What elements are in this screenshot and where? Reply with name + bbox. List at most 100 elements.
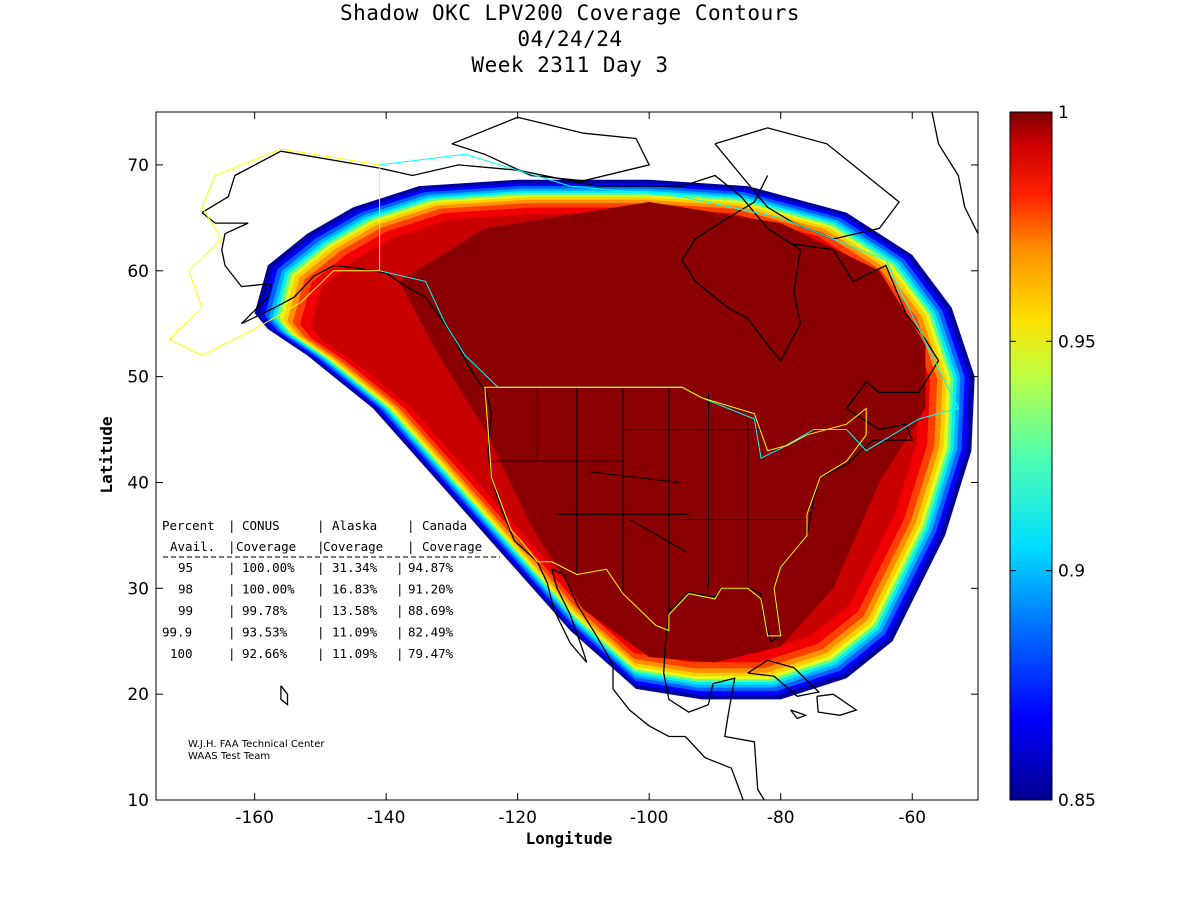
coastline-segment	[280, 685, 289, 707]
table-cell-percent: 99	[178, 603, 193, 618]
table-cell-percent: 98	[178, 582, 193, 597]
table-header-canada: Canada	[422, 518, 467, 533]
table-rows: 95 | 100.00% | 31.34% | 94.87% 98 | 100.00% | 16.83…	[162, 560, 454, 661]
colorbar-tick-label: 0.85	[1058, 791, 1096, 811]
state-border	[629, 519, 686, 552]
y-tick-label: 40	[127, 473, 149, 493]
state-border	[589, 471, 679, 483]
chart-title: Shadow OKC LPV200 Coverage Contours	[339, 1, 800, 25]
y-tick-label: 10	[127, 791, 149, 811]
chart-date: 04/24/24	[517, 27, 623, 51]
table-cell-alaska: 11.09%	[332, 646, 378, 661]
table-separator: |	[407, 539, 415, 554]
table-header-conus: CONUS	[242, 518, 280, 533]
coastline-segment	[816, 693, 858, 716]
x-tick-label: -80	[767, 808, 795, 828]
y-axis-label: Latitude	[97, 416, 116, 493]
coastline-segment	[201, 212, 745, 800]
coastline-segment	[714, 127, 900, 240]
table-header-percent: Percent	[162, 518, 215, 533]
table-separator: |	[317, 560, 325, 575]
x-tick-label: -60	[898, 808, 926, 828]
coastline-segment	[790, 709, 808, 720]
table-cell-alaska: 16.83%	[332, 582, 378, 597]
table-separator: |	[396, 646, 404, 661]
table-separator: |	[317, 646, 325, 661]
table-cell-percent: 95	[178, 560, 193, 575]
table-separator: |	[228, 603, 236, 618]
x-tick-label: -120	[498, 808, 537, 828]
x-tick-label: -160	[235, 808, 274, 828]
y-tick-label: 20	[127, 685, 149, 705]
canada-boundary	[379, 153, 960, 459]
colorbar-ticks: 1 0.95 0.9 0.85	[1010, 103, 1096, 811]
coastline-segment	[451, 116, 651, 182]
conus-boundary	[484, 386, 867, 637]
credit-line-1: W.J.H. FAA Technical Center	[188, 739, 325, 750]
table-header-coverage-alaska: Coverage	[323, 539, 383, 554]
y-tick-label: 30	[127, 579, 149, 599]
coastline-segment	[747, 659, 821, 697]
table-cell-canada: 79.47%	[408, 646, 454, 661]
coverage-table: Percent | CONUS | Alaska | Canada Avail.…	[162, 518, 500, 661]
coverage-contours	[254, 179, 975, 700]
table-separator: |	[317, 625, 325, 640]
table-cell-canada: 88.69%	[408, 603, 454, 618]
plot-area	[168, 112, 978, 800]
y-axis-ticks: 10 20 30 40 50 60 70	[127, 156, 978, 811]
y-tick-label: 70	[127, 156, 149, 176]
table-header-avail: Avail.	[170, 539, 215, 554]
table-cell-percent: 99.9	[162, 625, 192, 640]
coastline-segment	[201, 150, 802, 362]
y-tick-label: 60	[127, 262, 149, 282]
table-cell-canada: 82.49%	[408, 625, 454, 640]
colorbar-tick-label: 1	[1058, 103, 1069, 123]
x-axis-label: Longitude	[526, 829, 613, 848]
x-axis-ticks: -160 -140 -120 -100 -80 -60	[235, 112, 926, 828]
table-separator: |	[228, 625, 236, 640]
table-header-coverage-canada: Coverage	[422, 539, 482, 554]
coastline-segment	[663, 243, 940, 800]
credit-line-2: WAAS Test Team	[188, 751, 270, 762]
table-cell-conus: 100.00%	[242, 582, 295, 597]
table-separator: |	[228, 646, 236, 661]
x-tick-label: -100	[630, 808, 669, 828]
table-separator: |	[407, 518, 415, 533]
x-tick-label: -140	[367, 808, 406, 828]
table-separator: |	[228, 539, 236, 554]
table-separator: |	[317, 603, 325, 618]
table-separator: |	[396, 582, 404, 597]
colorbar-tick-label: 0.9	[1058, 562, 1085, 582]
title-block: Shadow OKC LPV200 Coverage Contours 04/2…	[0, 0, 1140, 78]
table-cell-conus: 92.66%	[242, 646, 288, 661]
coverage-core	[399, 202, 926, 663]
region-boundaries	[168, 148, 960, 637]
alaska-boundary	[168, 148, 381, 356]
table-cell-canada: 94.87%	[408, 560, 454, 575]
table-cell-percent: 100	[170, 646, 193, 661]
table-separator: |	[228, 560, 236, 575]
table-separator: |	[228, 582, 236, 597]
table-cell-alaska: 31.34%	[332, 560, 378, 575]
table-header-coverage-conus: Coverage	[236, 539, 296, 554]
table-separator: |	[396, 625, 404, 640]
y-tick-label: 50	[127, 368, 149, 388]
table-separator: |	[228, 518, 236, 533]
table-separator: |	[317, 539, 325, 554]
plot-frame	[155, 111, 979, 801]
table-separator: |	[317, 582, 325, 597]
table-header-alaska: Alaska	[332, 518, 377, 533]
coastline-outlines	[201, 112, 978, 800]
table-cell-conus: 100.00%	[242, 560, 295, 575]
table-separator: |	[396, 560, 404, 575]
table-separator: |	[396, 603, 404, 618]
colorbar-tick-label: 0.95	[1058, 332, 1096, 352]
table-separator: |	[317, 518, 325, 533]
table-cell-conus: 99.78%	[242, 603, 288, 618]
table-cell-conus: 93.53%	[242, 625, 288, 640]
chart-week: Week 2311 Day 3	[471, 53, 669, 77]
table-cell-alaska: 13.58%	[332, 603, 378, 618]
colorbar	[1009, 111, 1053, 801]
table-cell-alaska: 11.09%	[332, 625, 378, 640]
